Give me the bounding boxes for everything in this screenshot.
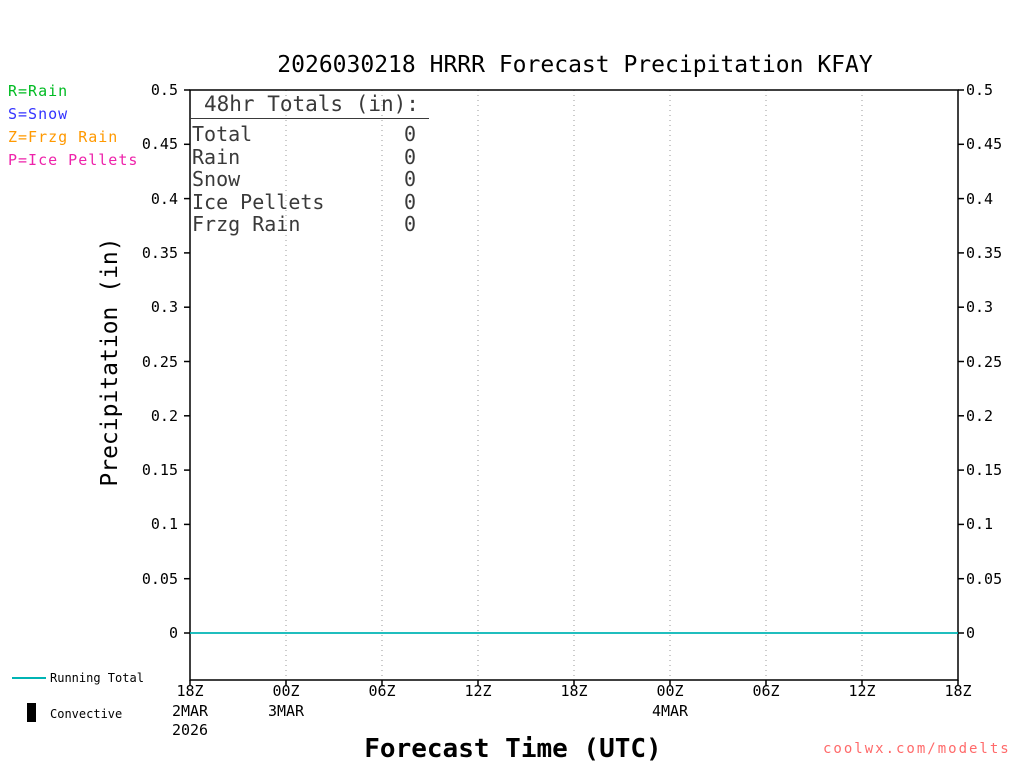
x-tick-label: 18Z <box>176 682 204 700</box>
legend-item-ice-pellets: P=Ice Pellets <box>8 151 139 169</box>
y-tick-label-left: 0.45 <box>141 135 178 154</box>
y-tick-label-left: 0.5 <box>150 81 178 99</box>
y-tick-label-left: 0.2 <box>150 406 178 425</box>
y-tick-label-left: 0.35 <box>141 243 178 262</box>
y-tick-label-right: 0.5 <box>966 81 994 99</box>
running-total-line-swatch <box>12 677 46 679</box>
date-label: 4MAR <box>651 702 689 720</box>
chart-title: 2026030218 HRRR Forecast Precipitation K… <box>277 52 873 78</box>
y-tick-label-right: 0.1 <box>966 515 994 534</box>
x-tick-label: 18Z <box>560 682 588 700</box>
y-tick-label-left: 0.4 <box>150 189 178 208</box>
x-tick-label: 12Z <box>848 682 876 700</box>
y-tick-label-left: 0 <box>168 624 178 642</box>
y-tick-label-right: 0.45 <box>966 135 1003 154</box>
y-tick-label-right: 0.4 <box>966 189 994 208</box>
x-tick-label: 18Z <box>944 682 972 700</box>
y-tick-label-left: 0.05 <box>141 569 178 588</box>
y-tick-label-right: 0.3 <box>966 298 994 317</box>
y-tick-label-left: 0.15 <box>141 461 178 480</box>
date-label: 2026 <box>171 721 209 739</box>
convective-bar-swatch <box>27 703 36 722</box>
y-tick-label-right: 0.35 <box>966 243 1003 262</box>
x-tick-label: 00Z <box>272 682 300 700</box>
y-tick-label-right: 0.05 <box>966 569 1003 588</box>
plot-area <box>184 89 964 686</box>
watermark-text: coolwx.com/modelts <box>823 741 1011 757</box>
legend-item-snow: S=Snow <box>8 105 69 123</box>
y-tick-label-right: 0.2 <box>966 406 994 425</box>
bottom-legend-convective: Convective <box>50 707 123 721</box>
date-label: 2MAR <box>171 702 209 720</box>
x-tick-label: 00Z <box>656 682 684 700</box>
totals-row-snow: Snow 0 <box>192 167 417 191</box>
y-tick-label-left: 0.3 <box>150 298 178 317</box>
bottom-legend-running-total: Running Total <box>50 671 144 685</box>
y-tick-label-right: 0 <box>966 624 976 642</box>
x-tick-label: 12Z <box>464 682 492 700</box>
totals-row-ice-pellets: Ice Pellets 0 <box>192 189 417 214</box>
y-tick-label-left: 0.25 <box>141 352 178 371</box>
legend-item-rain: R=Rain <box>8 82 69 100</box>
x-tick-label: 06Z <box>368 682 396 700</box>
y-tick-label-left: 0.1 <box>150 515 178 534</box>
x-tick-label: 06Z <box>752 682 780 700</box>
totals-box: 48hr Totals (in): Total 0 Rain 0 Snow 0 … <box>190 92 444 236</box>
date-label: 3MAR <box>267 702 305 720</box>
totals-row-rain: Rain 0 <box>192 144 417 169</box>
x-axis-label: Forecast Time (UTC) <box>364 734 662 764</box>
precip-type-legend: R=Rain S=Snow Z=Frzg Rain P=Ice Pellets <box>8 80 138 172</box>
totals-heading: 48hr Totals (in): <box>190 92 444 119</box>
y-tick-label-right: 0.15 <box>966 461 1003 480</box>
y-tick-label-right: 0.25 <box>966 352 1003 371</box>
totals-row-frzg-rain: Frzg Rain 0 <box>192 212 417 236</box>
legend-item-frzg-rain: Z=Frzg Rain <box>8 128 119 146</box>
totals-row-total: Total 0 <box>192 122 417 146</box>
